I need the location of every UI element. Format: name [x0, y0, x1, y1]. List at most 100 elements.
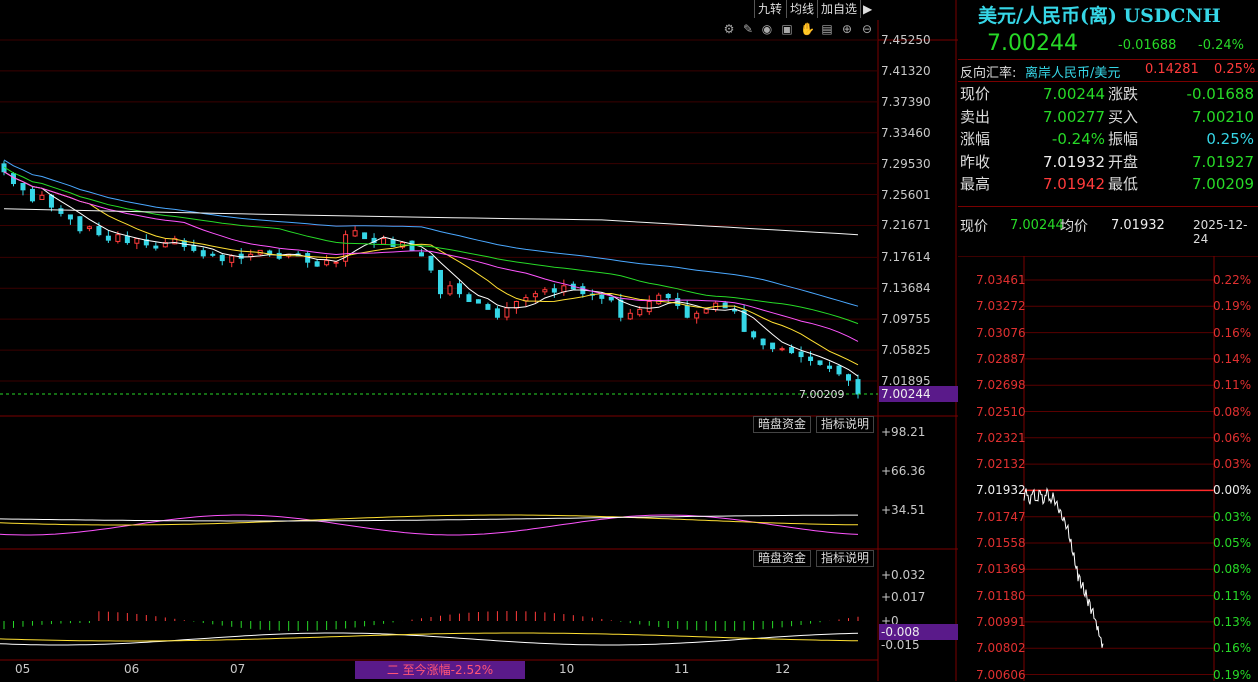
- indicator-help-button-2[interactable]: 指标说明: [816, 550, 875, 567]
- intraday-price-tick: 7.03272: [976, 299, 1026, 314]
- ma-line: [3, 159, 859, 307]
- candle: [599, 292, 605, 304]
- intraday-pct-tick: 0.19%: [1213, 299, 1252, 314]
- intraday-line: [1023, 487, 1104, 648]
- candle: [504, 302, 510, 321]
- play-triangle-icon[interactable]: ▶︎: [860, 0, 877, 18]
- candle: [409, 240, 415, 252]
- quote-value: 7.00277: [1042, 107, 1105, 126]
- x-tick: 06: [124, 662, 140, 676]
- intraday-price-value: 7.00244: [1010, 218, 1064, 233]
- candle: [200, 247, 206, 259]
- candle: [333, 261, 339, 268]
- dark-fund-button[interactable]: 暗盘资金: [753, 416, 812, 433]
- indicator-line: [0, 514, 859, 536]
- intraday-pct-tick: 0.03%: [1213, 457, 1252, 472]
- add-favorite-button[interactable]: 加自选: [817, 0, 861, 18]
- macd-current-tag: -0.008: [879, 624, 958, 640]
- price-tick: 7.25601: [881, 187, 931, 202]
- candle: [798, 346, 804, 363]
- candle: [39, 191, 45, 201]
- candle: [191, 239, 197, 253]
- candle: [437, 269, 443, 299]
- candle: [134, 238, 140, 250]
- ind1-tick: +34.51: [881, 503, 926, 517]
- indicator-line: [0, 514, 858, 522]
- macd-tick: +0.017: [881, 590, 926, 604]
- candle: [276, 248, 282, 260]
- intraday-pct-tick: 0.08%: [1213, 404, 1252, 419]
- candle: [494, 306, 500, 320]
- candle: [447, 281, 453, 296]
- dark-fund-button-2[interactable]: 暗盘资金: [753, 550, 812, 567]
- price-change: -0.01688: [1118, 38, 1177, 53]
- candle: [656, 292, 662, 305]
- main-chart[interactable]: [0, 0, 958, 681]
- intraday-price-tick: 7.03076: [976, 325, 1026, 340]
- candle: [210, 251, 216, 258]
- reverse-rate-name[interactable]: 离岸人民币/美元: [1025, 66, 1121, 81]
- nine-turn-button[interactable]: 九转: [754, 0, 786, 18]
- intraday-pct-tick: 0.11%: [1213, 588, 1252, 603]
- candle: [608, 296, 614, 303]
- draw-pen-icon[interactable]: ✎: [742, 22, 754, 36]
- lock-icon[interactable]: ▤: [821, 22, 833, 36]
- intraday-price-tick: 7.01180: [976, 588, 1026, 603]
- ma250-line: [3, 208, 859, 236]
- candle: [153, 242, 159, 251]
- intraday-pct-tick: 0.05%: [1213, 536, 1252, 550]
- quote-value: 7.01932: [1042, 152, 1105, 171]
- intraday-price-tick: 7.02698: [976, 378, 1026, 393]
- candle: [827, 361, 833, 373]
- quote-label: 涨跌: [1108, 85, 1139, 103]
- ma-line: [3, 171, 859, 377]
- basket-icon[interactable]: ▣: [781, 22, 793, 36]
- candle: [219, 253, 225, 266]
- settings-icon[interactable]: ⚙: [723, 22, 735, 36]
- low-price-label: 7.00209: [799, 388, 845, 401]
- intraday-avg-value: 7.01932: [1111, 218, 1165, 233]
- candle: [646, 295, 652, 315]
- ind1-tick: +98.21: [881, 425, 926, 439]
- intraday-price-tick: 7.02510: [976, 404, 1026, 419]
- price-tick: 7.33460: [881, 125, 931, 140]
- price-tick: 7.05825: [881, 343, 931, 358]
- intraday-price-tick: 7.01932: [976, 483, 1026, 498]
- instrument-title: 美元/人民币(离) USDCNH: [978, 5, 1221, 27]
- intraday-price-tick: 7.02132: [976, 457, 1026, 472]
- ma-line: [3, 166, 859, 325]
- candle: [428, 255, 434, 274]
- reverse-rate-value: 0.14281: [1145, 62, 1199, 77]
- candle: [703, 308, 709, 315]
- price-tick: 7.13684: [881, 281, 931, 296]
- candle: [836, 364, 842, 377]
- hand-icon[interactable]: ✋: [800, 22, 815, 36]
- candle: [779, 346, 785, 352]
- quote-value: 7.00209: [1191, 175, 1254, 193]
- ma-line: [3, 171, 859, 366]
- zoom-out-icon[interactable]: ⊖: [861, 22, 873, 36]
- zoom-in-icon[interactable]: ⊕: [841, 22, 853, 36]
- candle: [855, 374, 861, 399]
- indicator-help-button[interactable]: 指标说明: [816, 416, 875, 433]
- candle: [760, 338, 766, 350]
- candle: [143, 234, 149, 248]
- ma-button[interactable]: 均线: [786, 0, 818, 18]
- candle: [305, 250, 311, 268]
- intraday-chart[interactable]: [958, 256, 1258, 681]
- intraday-price-tick: 7.01558: [976, 536, 1026, 550]
- candle: [10, 172, 16, 187]
- candle: [419, 248, 425, 257]
- quote-label: 振幅: [1108, 130, 1139, 148]
- candlestick-series: [1, 160, 861, 399]
- candle: [561, 279, 567, 296]
- candle: [665, 293, 671, 303]
- price-tick: 7.01895: [881, 373, 931, 388]
- quote-value: 7.01942: [1042, 175, 1105, 193]
- intraday-pct-tick: 0.13%: [1213, 614, 1252, 629]
- quote-value: 7.01927: [1191, 152, 1254, 171]
- quote-label: 卖出: [960, 107, 991, 126]
- candle: [694, 310, 700, 324]
- eye-icon[interactable]: ◉: [761, 22, 773, 36]
- candle: [352, 225, 358, 237]
